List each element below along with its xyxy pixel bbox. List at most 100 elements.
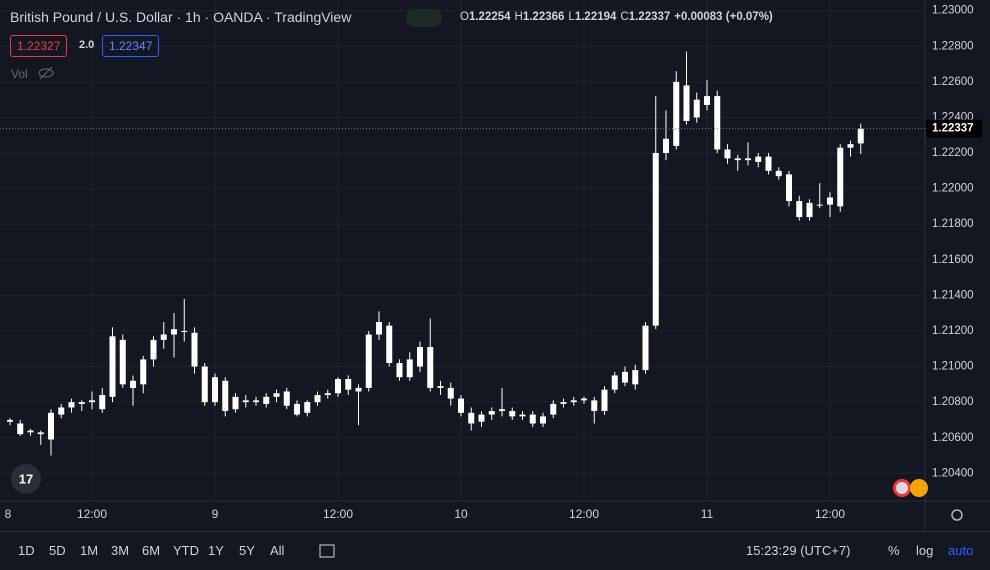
x-tick-label: 12:00	[77, 507, 107, 521]
scale-option[interactable]: %	[888, 543, 900, 558]
candle	[529, 411, 536, 428]
range-button[interactable]: 1D	[18, 543, 35, 558]
range-button[interactable]: YTD	[173, 543, 199, 558]
bid-price[interactable]: 1.22327	[10, 35, 68, 57]
candle-body	[724, 149, 731, 159]
candle-body	[294, 403, 300, 415]
ohlc-value: 1.22194	[574, 11, 617, 23]
candle	[68, 398, 75, 413]
tv-logo[interactable]	[11, 464, 41, 494]
candle	[160, 322, 167, 349]
candle-body	[519, 414, 526, 417]
candle	[222, 377, 229, 417]
candle-body	[683, 85, 690, 121]
candle	[519, 411, 526, 420]
candle	[683, 51, 690, 125]
candle	[560, 398, 567, 408]
candle-body	[99, 395, 106, 410]
candle	[540, 412, 546, 428]
candle-body	[396, 362, 403, 378]
scale-option[interactable]: log	[916, 543, 934, 558]
candle	[201, 362, 208, 406]
candle-body	[755, 156, 762, 162]
candle-body	[304, 402, 311, 413]
candle	[786, 170, 792, 207]
candle	[48, 409, 54, 456]
candle-body	[263, 396, 270, 404]
market-status[interactable]	[406, 9, 442, 27]
y-tick-label: 1.21200	[932, 325, 974, 337]
candle-body	[406, 359, 413, 378]
x-tick-label: 12:00	[815, 507, 845, 521]
last-price-label: 1.22337	[932, 123, 974, 135]
candle-body	[68, 402, 75, 408]
candle-body	[796, 201, 803, 218]
candle-body	[191, 332, 198, 367]
bottom-toolbar: 1D 5D 1M 3M 6M YTD 1Y 5Y All 15:23:29 (UTC+7)% log…	[0, 531, 990, 570]
candle-body	[857, 128, 864, 144]
candle	[17, 419, 24, 436]
x-tick-label: 12:00	[323, 507, 353, 521]
candle	[847, 140, 854, 157]
y-tick-label: 1.21800	[932, 218, 974, 230]
ohlc-key: H	[514, 11, 523, 23]
ohlc-value: 1.22254	[468, 11, 511, 23]
candle-body	[386, 325, 393, 363]
range-button[interactable]: 1M	[80, 543, 99, 558]
range-button[interactable]: 5D	[49, 543, 66, 558]
scale-option[interactable]: auto	[948, 543, 974, 558]
settings-icon[interactable]	[951, 509, 963, 521]
volume-label: Vol	[11, 67, 28, 81]
symbol-title: British Pound / U.S. Dollar · 1h · OANDA…	[10, 9, 352, 25]
candle-body	[160, 334, 167, 340]
candle	[827, 192, 833, 218]
candle	[837, 144, 844, 212]
candle-body	[704, 96, 710, 105]
candle-body	[314, 395, 321, 403]
candle	[212, 373, 218, 406]
candle-body	[560, 402, 567, 404]
range-button[interactable]: 5Y	[239, 543, 255, 558]
candles	[7, 51, 864, 456]
candle-body	[642, 325, 649, 371]
candle-body	[283, 391, 290, 406]
candle-body	[181, 330, 188, 332]
range-button[interactable]: All	[270, 543, 285, 558]
candle	[622, 366, 628, 387]
candle-body	[242, 400, 249, 403]
candle-body	[201, 366, 208, 403]
range-button[interactable]: 3M	[111, 543, 130, 558]
x-tick-label: 9	[212, 507, 219, 521]
grid	[0, 0, 925, 500]
ohlc-value: 1.22337	[628, 11, 671, 23]
candle-body	[109, 336, 116, 397]
candle	[458, 395, 464, 417]
candle-body	[27, 430, 34, 433]
y-tick-label: 1.21600	[932, 254, 974, 266]
candle-body	[37, 432, 44, 435]
range-button[interactable]: 6M	[142, 543, 161, 558]
ask-price[interactable]: 1.22347	[102, 35, 160, 57]
candle	[427, 318, 434, 392]
candle	[550, 400, 557, 419]
candle-body	[48, 412, 54, 440]
candle	[89, 391, 95, 410]
range-button[interactable]: 1Y	[208, 543, 224, 558]
candle-body	[847, 144, 854, 148]
candle	[652, 96, 659, 330]
candle-body	[775, 170, 782, 177]
candle	[611, 371, 618, 394]
candle-body	[581, 398, 587, 401]
x-tick-label: 12:00	[569, 507, 599, 521]
ohlc-item: H1.22366	[515, 11, 565, 23]
candle	[58, 403, 65, 419]
candle	[355, 384, 362, 426]
last-price-box	[926, 119, 982, 138]
candle	[345, 375, 352, 396]
candle	[765, 153, 772, 175]
candle-body	[827, 197, 833, 205]
x-tick-label: 10	[454, 507, 468, 521]
date-range-icon[interactable]	[318, 542, 338, 560]
candle	[253, 396, 259, 406]
candle	[447, 382, 454, 406]
